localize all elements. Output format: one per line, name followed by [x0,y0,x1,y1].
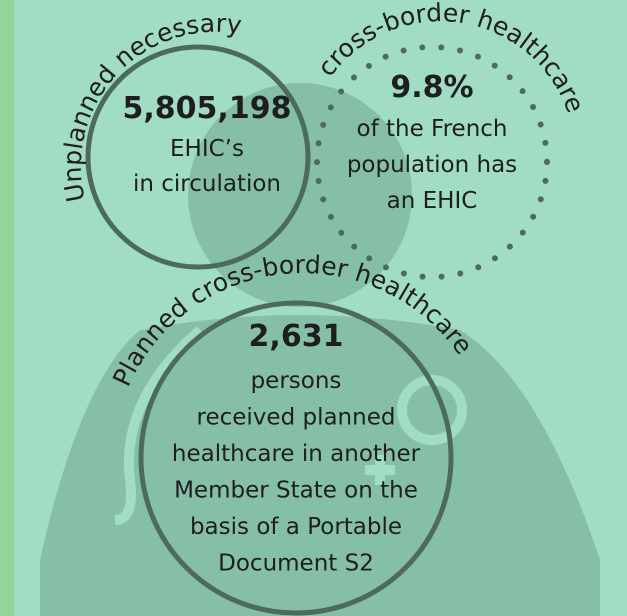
text-line: persons [251,368,342,394]
share-number: 9.8% [390,70,473,105]
text-line: population has [347,152,517,178]
text-line: in circulation [133,171,281,197]
text-line: basis of a Portable [190,514,402,540]
side-strip [0,0,14,616]
text-line: an EHIC [387,188,478,214]
ehic-number: 5,805,198 [123,91,292,126]
infographic: Unplanned necessary cross-border healthc… [0,0,627,616]
text-line: Document S2 [218,551,374,577]
text-line: of the French [357,116,508,142]
text-line: healthcare in another [172,441,421,467]
text-line: Member State on the [174,478,418,504]
planned-number: 2,631 [249,319,344,354]
text-line: EHIC’s [170,136,244,162]
page: Unplanned necessary cross-border healthc… [0,0,627,616]
text-line: received planned [197,405,396,431]
